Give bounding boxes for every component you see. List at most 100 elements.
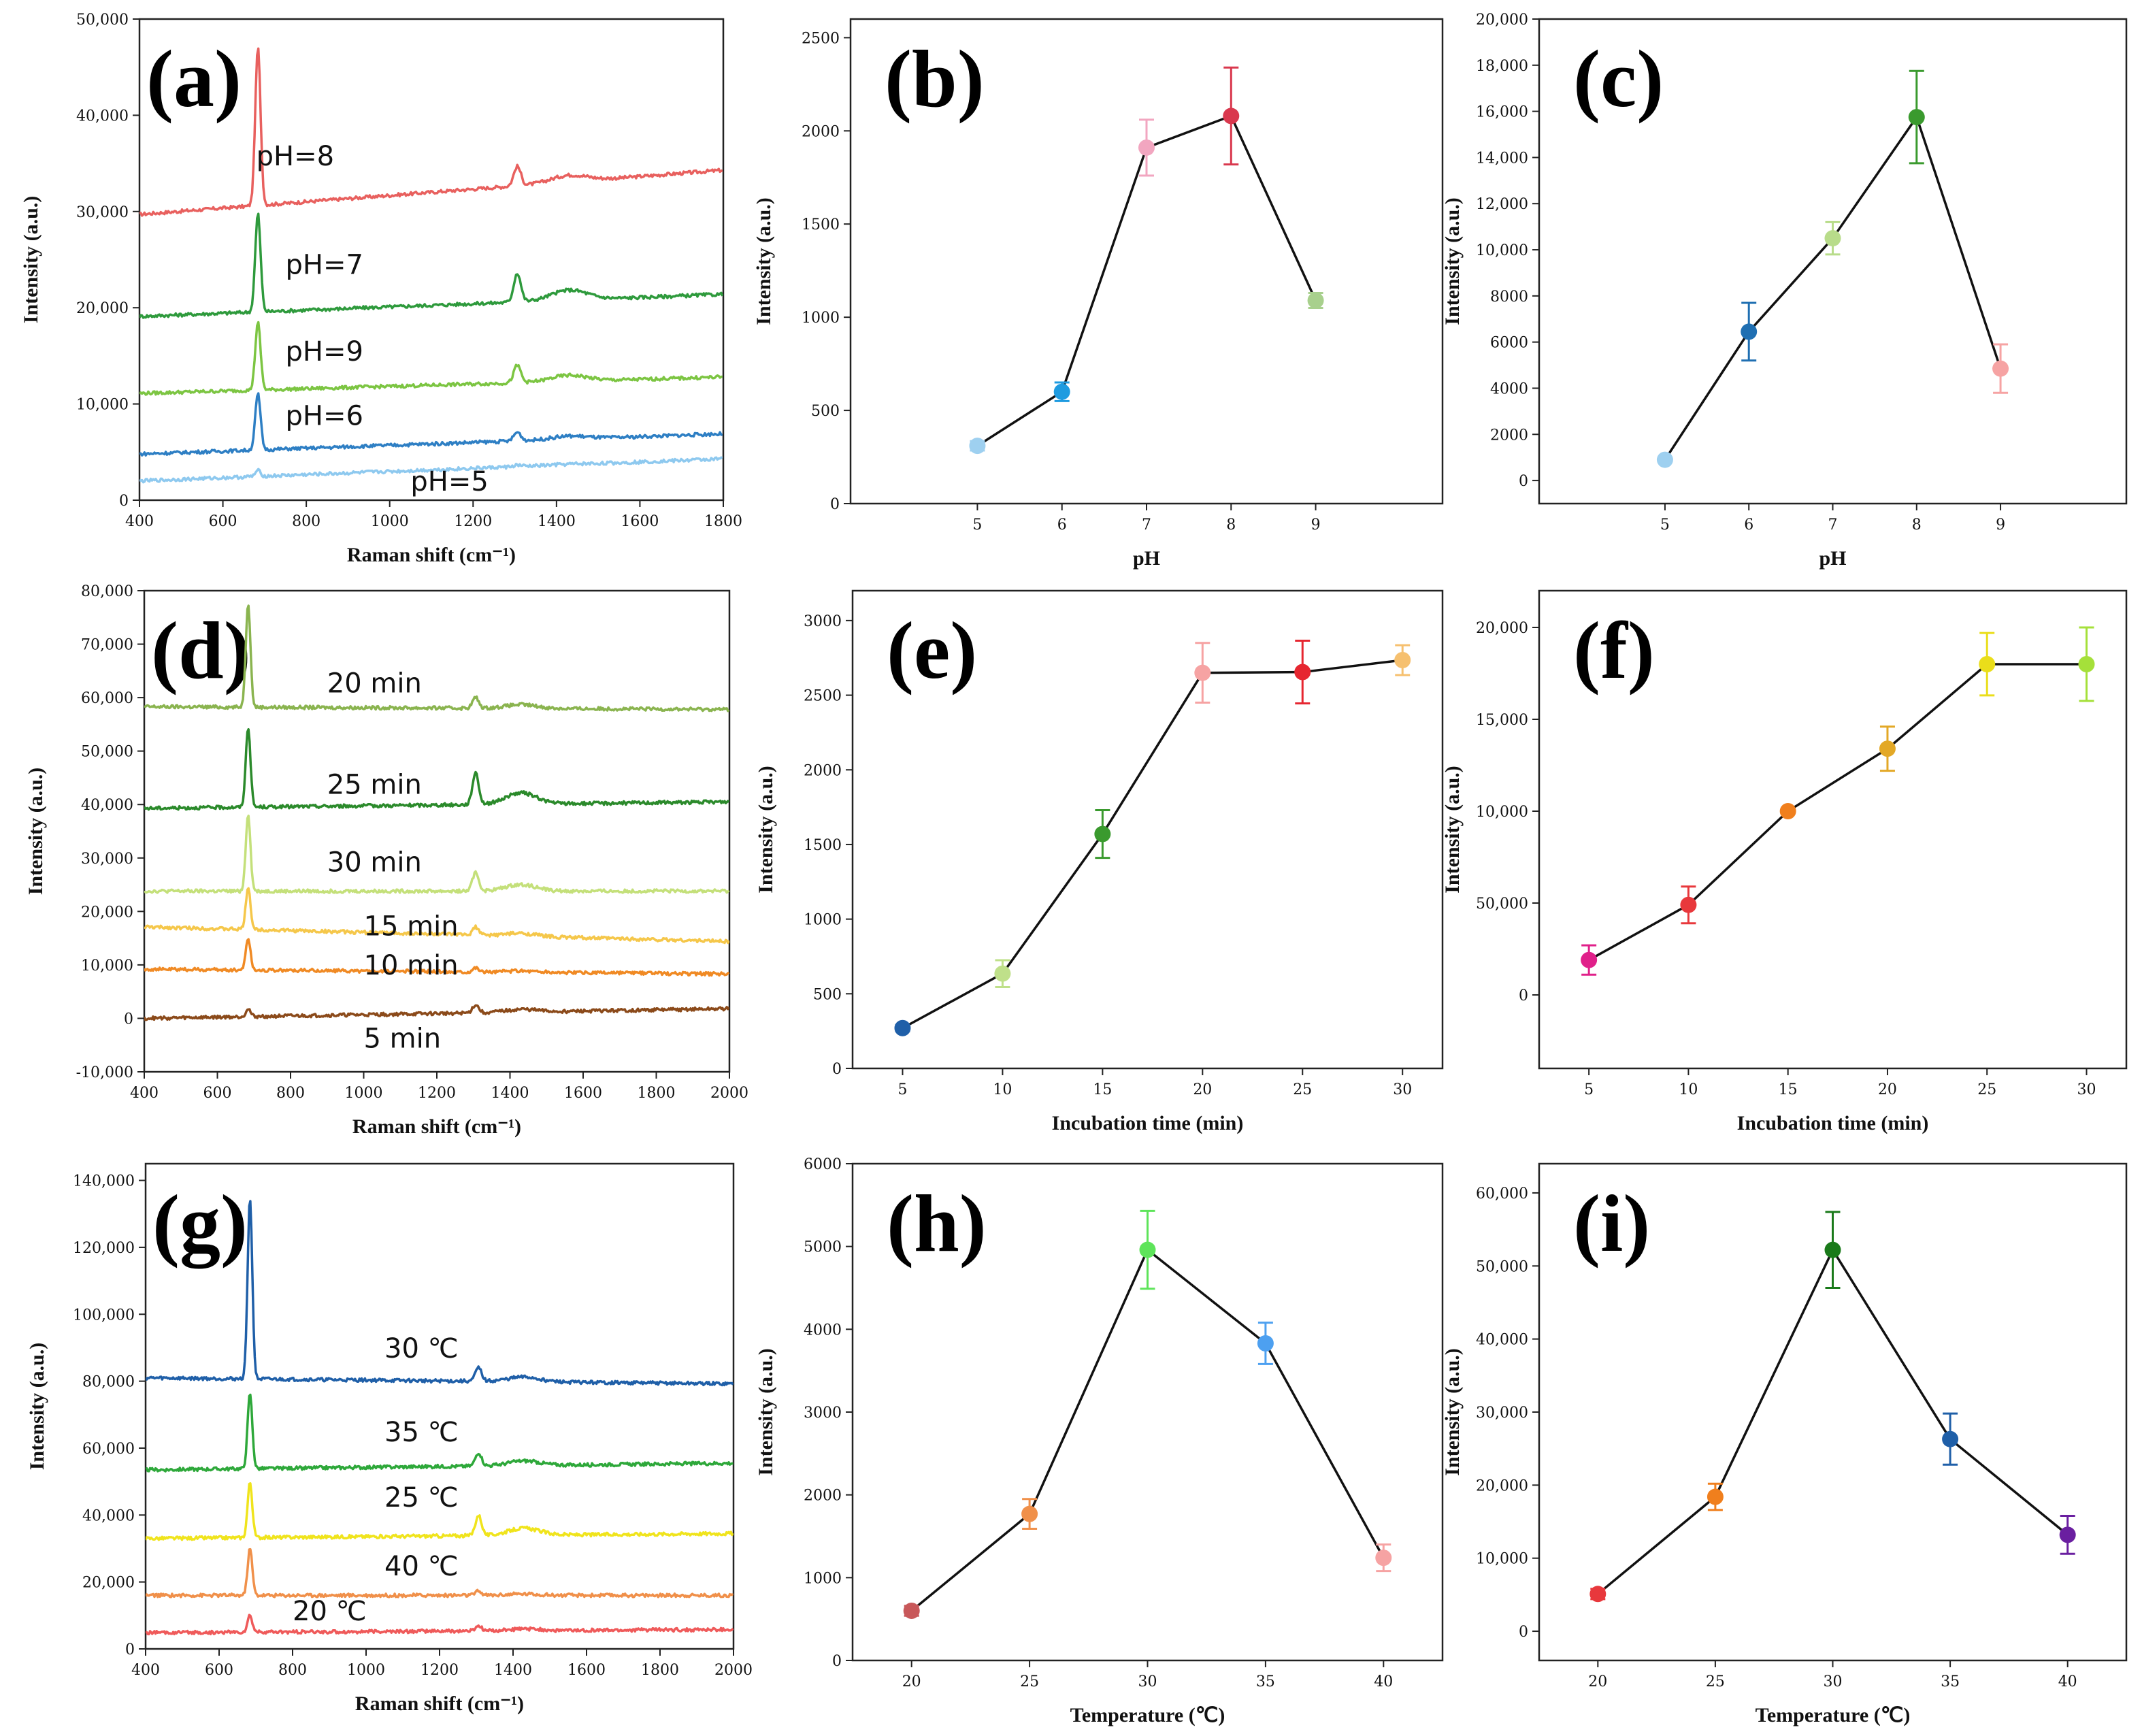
x-tick-label: 6 — [1744, 517, 1753, 534]
spectrum-line — [146, 1547, 734, 1599]
y-tick-label: 5000 — [804, 1239, 842, 1256]
y-tick-label: 40,000 — [1476, 1332, 1528, 1349]
data-point — [1138, 139, 1155, 156]
x-tick-label: 5 — [1660, 517, 1670, 534]
y-tick-label: 500 — [811, 403, 840, 420]
y-tick-label: 120,000 — [73, 1240, 135, 1257]
y-tick-label: 140,000 — [73, 1173, 135, 1190]
spectrum-label: 25 ℃ — [384, 1482, 459, 1513]
trend-line — [902, 659, 1403, 1030]
spectrum-line — [146, 1393, 734, 1473]
spectra-group — [139, 47, 723, 484]
y-tick-label: 40,000 — [81, 797, 133, 814]
panel-b: 5 6 7 8 9 0 500 1000 1500 2000 2500 pH Intensity (a.… — [753, 18, 1444, 570]
x-tick-label: 35 — [1256, 1673, 1275, 1690]
data-point — [1741, 323, 1758, 340]
spectrum-label: pH=9 — [286, 336, 363, 367]
x-tick-label: 400 — [130, 1085, 159, 1102]
x-tick-label: 8 — [1226, 517, 1236, 534]
data-point — [1779, 803, 1796, 819]
x-tick-label: 2000 — [714, 1662, 753, 1679]
data-point — [994, 965, 1011, 982]
y-tick-label: 70,000 — [81, 637, 133, 654]
x-tick-label: 1200 — [421, 1662, 459, 1679]
y-tick-label: 3000 — [804, 1405, 842, 1422]
y-tick-label: 1000 — [802, 310, 840, 327]
data-point — [1139, 1241, 1156, 1258]
panel-g: 400 600 800 1000 1200 1400 1600 1800 2000 0 20,000… — [26, 1162, 753, 1715]
x-tick-label: 9 — [1311, 517, 1321, 534]
data-point — [1294, 664, 1311, 681]
y-tick-label: 2500 — [804, 688, 842, 705]
x-tick-label: 9 — [1996, 517, 2005, 534]
data-point — [1680, 896, 1697, 913]
x-tick-label: 40 — [2058, 1673, 2077, 1690]
y-tick-label: 50,000 — [76, 12, 129, 29]
x-tick-label: 30 — [1138, 1673, 1157, 1690]
y-tick-label: 14,000 — [1476, 150, 1528, 167]
data-point — [1021, 1505, 1038, 1522]
data-point — [2078, 656, 2095, 672]
y-tick-label: 8000 — [1490, 289, 1528, 306]
y-tick-label: 2000 — [804, 1488, 842, 1505]
x-tick-label: 30 — [1824, 1673, 1843, 1690]
data-point — [1581, 951, 1598, 968]
panel-label: (e) — [887, 605, 977, 695]
y-tick-label: 0 — [125, 1641, 135, 1658]
x-tick-label: 30 — [1393, 1081, 1412, 1098]
spectra-group — [144, 604, 729, 1021]
y-tick-label: 60,000 — [82, 1441, 135, 1458]
spectrum-label: 15 min — [364, 911, 459, 943]
y-tick-label: 0 — [1519, 473, 1528, 490]
panel-label: (g) — [152, 1178, 248, 1269]
panel-c: 5 6 7 8 9 0 2000 4000 6000 8000 10,000 12,000 14,000… — [1441, 12, 2128, 570]
x-tick-label: 600 — [209, 513, 237, 530]
spectrum-line — [144, 1004, 729, 1021]
data-point — [903, 1603, 920, 1619]
plot-frame — [1538, 589, 2128, 1070]
spectrum-label: 10 min — [364, 950, 459, 981]
y-tick-label: 1000 — [804, 1570, 842, 1587]
spectrum-line — [139, 321, 723, 396]
y-tick-label: 0 — [830, 496, 840, 513]
y-tick-label: 500 — [813, 986, 842, 1003]
x-tick-label: 1200 — [454, 513, 492, 530]
y-tick-label: 40,000 — [76, 108, 129, 125]
x-tick-label: 30 — [2077, 1081, 2096, 1098]
y-tick-label: 1000 — [804, 912, 842, 929]
y-tick-label: 20,000 — [1476, 620, 1528, 637]
x-axis-title: pH — [1819, 547, 1846, 570]
y-axis-title: Intensity (a.u.) — [26, 1343, 48, 1471]
x-tick-label: 1400 — [491, 1085, 529, 1102]
spectrum-label: 25 min — [327, 770, 422, 801]
plot-frame — [851, 589, 1444, 1070]
data-point — [1589, 1586, 1607, 1603]
x-axis-title: Temperature (℃) — [1070, 1704, 1225, 1726]
spectrum-line — [144, 604, 729, 713]
panel-label: (h) — [887, 1178, 987, 1268]
spectrum-line — [144, 727, 729, 811]
data-point — [969, 438, 986, 455]
data-point — [1824, 1241, 1841, 1258]
x-tick-label: 25 — [1293, 1081, 1312, 1098]
panel-e: 5 10 15 20 25 30 0 500 1000 1500 2000 2500 3000 Incub… — [755, 589, 1444, 1134]
spectrum-label: 40 ℃ — [384, 1551, 459, 1582]
spectrum-line — [144, 887, 729, 945]
y-tick-label: 4000 — [804, 1322, 842, 1339]
x-tick-label: 400 — [125, 513, 154, 530]
x-tick-label: 20 — [902, 1673, 921, 1690]
x-tick-label: 1000 — [371, 513, 409, 530]
y-tick-label: 0 — [832, 1061, 842, 1078]
y-tick-label: 50,000 — [1476, 896, 1528, 913]
data-point — [1992, 360, 2009, 377]
spectrum-label: pH=6 — [286, 401, 363, 432]
data-point — [894, 1019, 911, 1036]
y-tick-label: 10,000 — [1476, 1551, 1528, 1568]
x-tick-label: 10 — [993, 1081, 1012, 1098]
y-axis-title: Intensity (a.u.) — [24, 768, 47, 896]
x-tick-label: 6 — [1057, 517, 1067, 534]
x-tick-label: 35 — [1941, 1673, 1960, 1690]
spectrum-line — [139, 392, 723, 457]
y-tick-label: 2000 — [1490, 427, 1528, 444]
data-point — [1942, 1430, 1959, 1447]
